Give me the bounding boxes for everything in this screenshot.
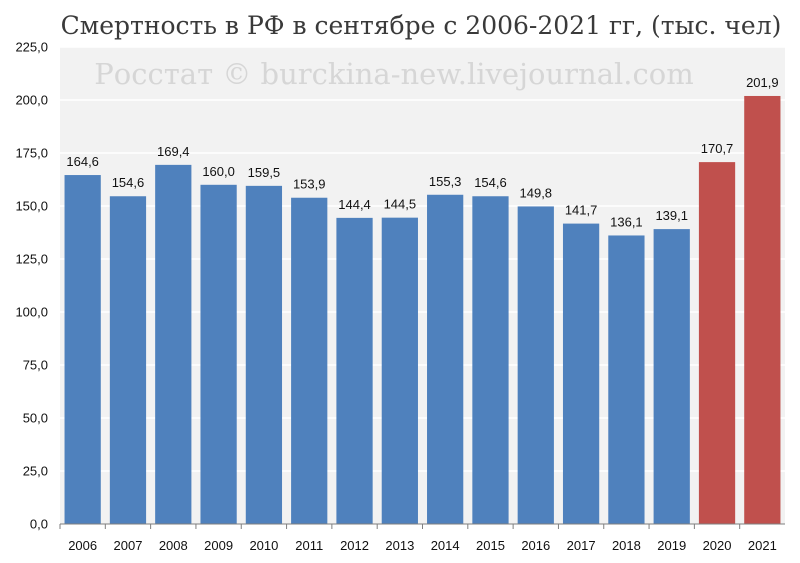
data-label-2010: 159,5 xyxy=(248,165,281,180)
x-tick-label: 2006 xyxy=(68,538,97,553)
x-tick-label: 2013 xyxy=(385,538,414,553)
data-label-2016: 149,8 xyxy=(520,185,553,200)
bar-2020 xyxy=(698,162,736,524)
x-tick-label: 2011 xyxy=(295,538,323,553)
bar-2016 xyxy=(517,206,554,524)
data-label-2006: 164,6 xyxy=(66,154,99,169)
data-label-2012: 144,4 xyxy=(338,197,371,212)
y-tick-label: 0,0 xyxy=(30,517,48,532)
y-axis: 0,0 25,0 50,0 75,0 100,0 125,0 150,0 175,0 200,0… xyxy=(15,40,48,532)
bar-2006 xyxy=(64,175,101,524)
y-tick-label: 25,0 xyxy=(23,464,48,479)
data-label-2011: 153,9 xyxy=(293,177,326,192)
y-tick-label: 75,0 xyxy=(23,358,48,373)
y-tick-label: 100,0 xyxy=(15,305,48,320)
data-label-2007: 154,6 xyxy=(112,175,145,190)
bar-2015 xyxy=(472,196,509,525)
x-tick-label: 2007 xyxy=(114,538,143,553)
x-tick-label: 2020 xyxy=(703,538,732,553)
bar-2011 xyxy=(291,197,328,524)
data-label-2018: 136,1 xyxy=(610,214,643,229)
bar-2007 xyxy=(109,196,147,525)
x-tick-label: 2017 xyxy=(567,538,596,553)
bar-2019 xyxy=(653,229,690,524)
bar-2013 xyxy=(381,217,418,524)
x-tick-label: 2010 xyxy=(249,538,278,553)
x-tick-label: 2012 xyxy=(340,538,369,553)
x-tick-label: 2018 xyxy=(612,538,641,553)
bar-2009 xyxy=(200,184,237,525)
x-tick-label: 2008 xyxy=(159,538,188,553)
y-tick-label: 50,0 xyxy=(23,411,48,426)
x-tick-label: 2021 xyxy=(748,538,777,553)
x-tick-label: 2016 xyxy=(521,538,550,553)
data-label-2015: 154,6 xyxy=(474,175,507,190)
bar-2021 xyxy=(744,95,781,525)
x-tick-label: 2014 xyxy=(431,538,460,553)
x-axis: 2006 2007 2008 2009 2010 2011 2012 2013 2014 2015… xyxy=(59,524,777,553)
y-tick-label: 125,0 xyxy=(15,252,48,267)
y-tick-label: 150,0 xyxy=(15,199,48,214)
data-labels: 164,6 154,6 169,4 160,0 159,5 153,9 144,4 144,5… xyxy=(66,75,778,229)
x-tick-label: 2015 xyxy=(476,538,505,553)
y-tick-label: 175,0 xyxy=(15,146,48,161)
bar-2017 xyxy=(562,223,600,524)
y-tick-label: 225,0 xyxy=(15,40,48,55)
data-label-2019: 139,1 xyxy=(655,208,688,223)
data-label-2021: 201,9 xyxy=(746,75,779,90)
bar-2012 xyxy=(336,217,373,524)
bar-2014 xyxy=(427,194,464,525)
data-label-2014: 155,3 xyxy=(429,174,462,189)
x-tick-label: 2009 xyxy=(204,538,233,553)
chart-watermark: Росстат © burckina-new.livejournal.com xyxy=(94,57,693,91)
data-label-2017: 141,7 xyxy=(565,203,598,218)
bar-2018 xyxy=(608,235,645,524)
y-tick-label: 200,0 xyxy=(15,93,48,108)
bar-2008 xyxy=(155,164,192,524)
chart-title: Смертность в РФ в сентябре с 2006-2021 г… xyxy=(61,11,782,40)
x-tick-label: 2019 xyxy=(657,538,686,553)
data-label-2008: 169,4 xyxy=(157,144,190,159)
data-label-2013: 144,5 xyxy=(384,197,417,212)
bar-2010 xyxy=(245,185,283,525)
data-label-2009: 160,0 xyxy=(202,164,235,179)
data-label-2020: 170,7 xyxy=(701,141,734,156)
bars xyxy=(64,95,781,525)
